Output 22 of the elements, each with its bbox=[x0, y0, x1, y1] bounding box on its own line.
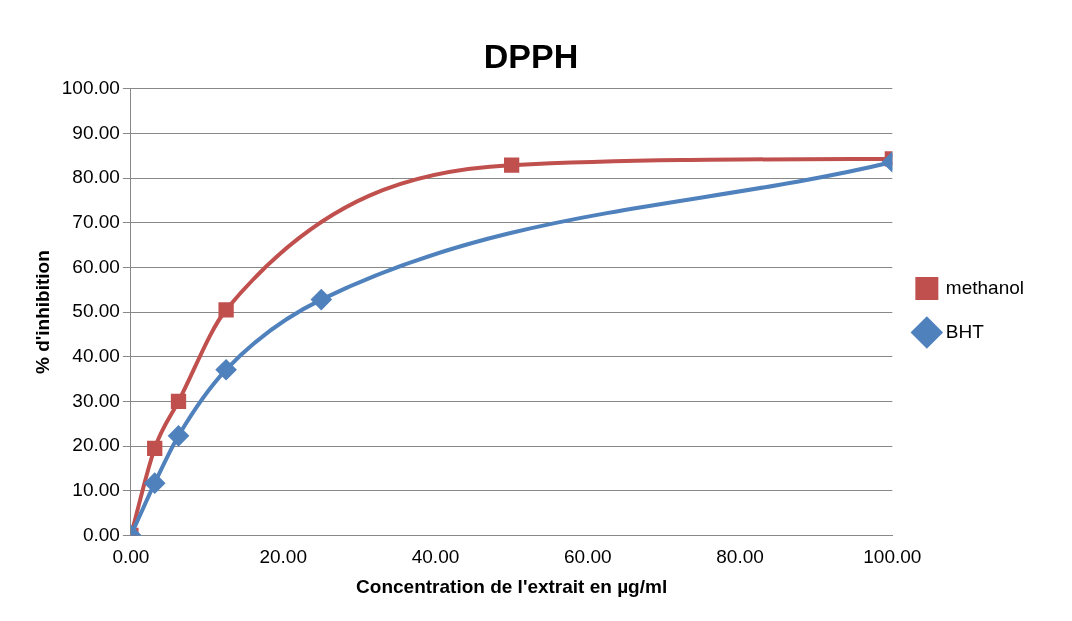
y-tick-label: 50.00 bbox=[72, 300, 120, 322]
y-tick-label: 100.00 bbox=[61, 77, 120, 99]
y-tick-label: 90.00 bbox=[72, 121, 120, 143]
y-tick-label: 0.00 bbox=[82, 523, 120, 545]
y-axis-title: % d'inhibition bbox=[31, 250, 53, 374]
x-tick-label: 80.00 bbox=[716, 546, 764, 568]
x-tick-label: 60.00 bbox=[563, 546, 612, 568]
legend-label: BHT bbox=[945, 320, 985, 342]
y-tick-label: 20.00 bbox=[72, 434, 120, 456]
y-tick-label: 80.00 bbox=[72, 166, 120, 188]
x-tick-label: 40.00 bbox=[411, 546, 460, 568]
y-tick-label: 10.00 bbox=[72, 478, 120, 500]
y-tick-label: 70.00 bbox=[72, 211, 120, 233]
chart-title: DPPH bbox=[483, 36, 579, 75]
y-tick-label: 40.00 bbox=[72, 344, 120, 366]
y-tick-label: 30.00 bbox=[72, 389, 120, 411]
x-tick-label: 20.00 bbox=[259, 546, 307, 568]
legend-label: methanol bbox=[945, 276, 1025, 298]
y-tick-label: 60.00 bbox=[72, 255, 120, 277]
x-axis-title: Concentration de l'extrait en µg/ml bbox=[356, 575, 668, 597]
x-tick-label: 100.00 bbox=[863, 546, 922, 568]
x-tick-label: 0.00 bbox=[112, 546, 150, 568]
